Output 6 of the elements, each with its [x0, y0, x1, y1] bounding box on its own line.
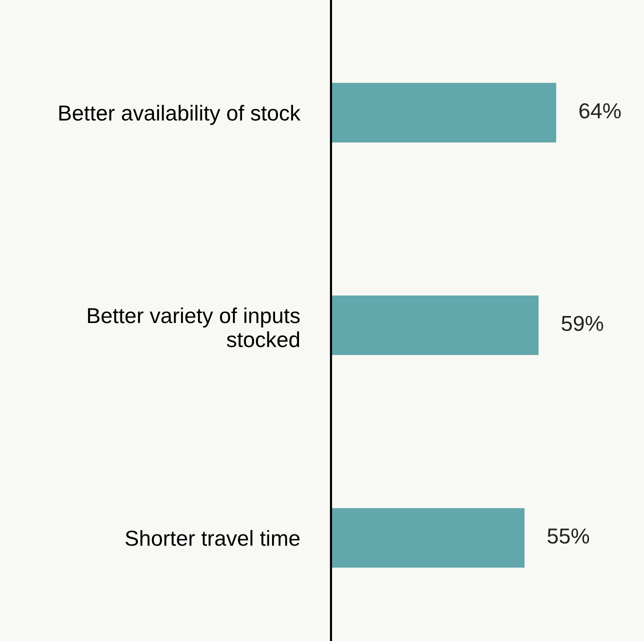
data-label: 55% — [548, 528, 590, 544]
y-tick-label: Better variety of inputs stocked — [88, 307, 300, 348]
data-label: 64% — [579, 103, 621, 118]
y-tick-label: Better availability of stock — [59, 104, 300, 125]
data-label: 59% — [562, 316, 604, 332]
y-tick-label: Shorter travel time — [126, 530, 300, 546]
